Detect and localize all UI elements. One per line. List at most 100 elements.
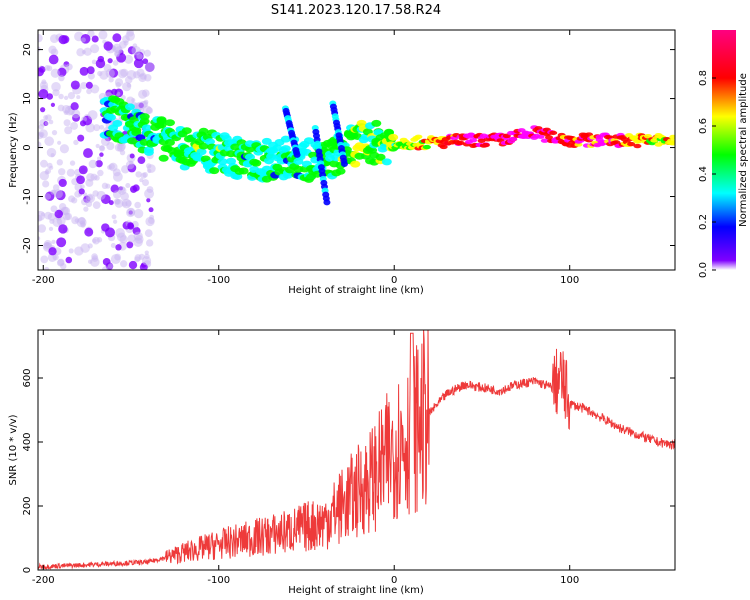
ridge-blob xyxy=(198,142,209,150)
noise-blob xyxy=(144,229,153,238)
noise-blob xyxy=(90,84,100,94)
noise-blob xyxy=(85,200,93,208)
noise-blob xyxy=(114,143,123,152)
ridge-blob xyxy=(282,171,293,179)
ridge-blob xyxy=(540,138,549,143)
colorbar-tick-label: 0.8 xyxy=(698,70,709,86)
noise-blob xyxy=(116,232,127,242)
noise-blob xyxy=(77,134,85,142)
noise-blob xyxy=(95,159,103,168)
y-tick-label: 0 xyxy=(22,144,33,150)
noise-blob xyxy=(112,171,123,182)
noise-blob xyxy=(93,124,101,132)
noise-blob xyxy=(126,241,134,249)
y-tick-label: 600 xyxy=(22,368,33,387)
noise-blob xyxy=(38,46,41,52)
bottom-y-ticks: 0 200 400 600 xyxy=(22,368,675,573)
bottom-y-axis-label: SNR (10 * v/v) xyxy=(8,414,19,485)
noise-blob xyxy=(134,254,142,262)
noise-blob xyxy=(54,209,64,219)
noise-blob xyxy=(90,44,100,54)
noise-blob xyxy=(39,171,50,181)
noise-blob xyxy=(38,141,42,149)
noise-blob xyxy=(145,107,153,115)
noise-blob xyxy=(66,168,75,177)
noise-blob xyxy=(48,226,54,231)
noise-blob xyxy=(131,46,141,56)
noise-blob xyxy=(91,35,99,43)
noise-blob xyxy=(73,139,79,146)
noise-blob xyxy=(138,89,148,99)
noise-blob xyxy=(101,223,110,232)
noise-blob xyxy=(96,237,103,243)
noise-blob xyxy=(92,238,97,243)
ridge-blob xyxy=(244,153,255,161)
y-tick-label: 400 xyxy=(22,432,33,451)
noise-blob xyxy=(97,70,103,77)
noise-blob xyxy=(84,227,94,237)
noise-blob xyxy=(41,79,47,85)
ridge-blob xyxy=(669,134,675,140)
ridge-blob xyxy=(509,136,518,142)
y-tick-label: 20 xyxy=(22,43,33,56)
noise-blob xyxy=(49,165,54,170)
noise-blob xyxy=(64,126,73,135)
noise-blob xyxy=(125,160,135,170)
noise-blob xyxy=(48,247,57,256)
noise-blob xyxy=(112,60,119,66)
colorbar: 0.0 0.2 0.4 0.6 0.8 Normalized spectral ampl… xyxy=(698,30,749,278)
noise-blob xyxy=(50,205,58,213)
noise-blob xyxy=(50,48,59,57)
noise-blob xyxy=(66,63,73,71)
noise-blob xyxy=(51,239,56,245)
ridge-blob xyxy=(545,135,554,140)
ridge-blob xyxy=(158,154,169,162)
ridge-blob xyxy=(164,119,175,127)
top-y-ticks: -20 -10 0 10 20 xyxy=(22,43,675,254)
noise-blob xyxy=(115,244,122,251)
ridge-blob xyxy=(139,113,150,121)
noise-blob xyxy=(40,159,48,168)
noise-blob xyxy=(71,109,81,119)
noise-blob xyxy=(87,259,93,264)
noise-blob xyxy=(110,254,121,265)
noise-blob xyxy=(114,198,124,208)
noise-blob xyxy=(70,102,79,111)
ridge-blob xyxy=(124,103,135,111)
noise-blob xyxy=(110,242,116,249)
noise-blob xyxy=(95,58,106,69)
ridge-blob xyxy=(477,138,486,143)
noise-blob xyxy=(87,243,93,249)
noise-blob xyxy=(58,93,64,100)
noise-blob xyxy=(113,219,118,224)
ridge-blob xyxy=(164,139,175,147)
noise-blob xyxy=(39,132,45,138)
noise-blob xyxy=(44,65,51,71)
noise-blob xyxy=(83,192,88,197)
noise-blob xyxy=(122,35,130,43)
noise-blob xyxy=(105,183,111,189)
noise-blob xyxy=(124,54,134,64)
noise-blob xyxy=(58,224,68,234)
noise-blob xyxy=(51,130,58,136)
snr-frame xyxy=(37,329,676,571)
noise-blob xyxy=(121,198,132,209)
noise-blob xyxy=(127,234,136,243)
noise-blob xyxy=(144,250,149,255)
ridge-blob xyxy=(251,159,262,167)
ridge-blob xyxy=(414,134,423,139)
snr-series-line xyxy=(38,330,675,570)
ridge-blob xyxy=(209,167,220,175)
noise-blob xyxy=(147,168,152,174)
ridge-blob xyxy=(198,127,209,135)
noise-blob xyxy=(102,257,111,266)
ridge-blob xyxy=(217,158,228,166)
noise-blob xyxy=(97,169,104,177)
noise-blob xyxy=(52,254,59,261)
ridge-blob xyxy=(633,143,642,149)
noise-blob xyxy=(126,30,134,37)
ridge-blob xyxy=(381,158,392,166)
noise-blob xyxy=(107,263,114,269)
noise-blob xyxy=(142,58,149,65)
